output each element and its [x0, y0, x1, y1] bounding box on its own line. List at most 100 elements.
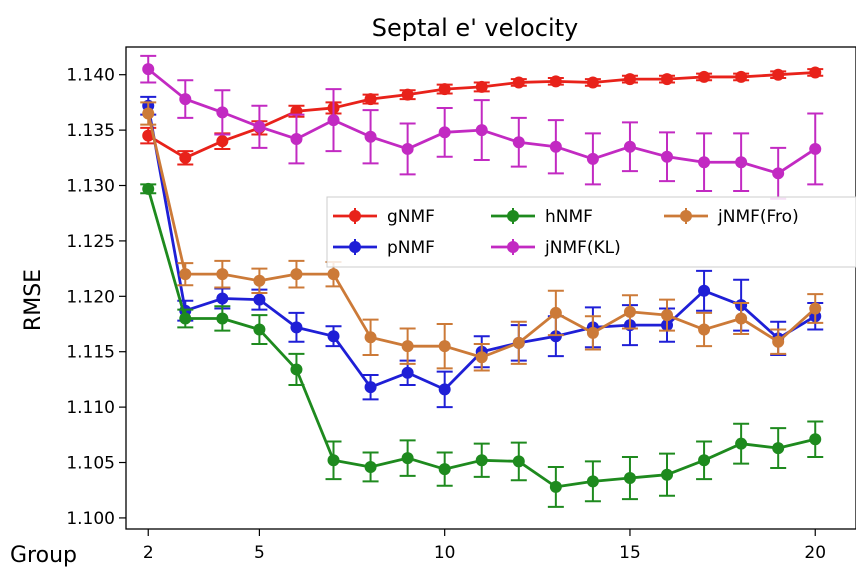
data-point [475, 351, 488, 364]
data-point [549, 306, 562, 319]
data-point [438, 463, 451, 476]
data-point [290, 321, 303, 334]
data-point [142, 182, 155, 195]
y-axis-title: RMSE [21, 269, 46, 331]
data-point [142, 107, 155, 120]
legend-swatch-marker [507, 241, 519, 253]
data-point [401, 142, 414, 155]
data-point [735, 437, 748, 450]
data-point [661, 73, 674, 86]
data-point [179, 93, 192, 106]
data-point [401, 366, 414, 379]
y-tick-label: 1.130 [66, 177, 115, 197]
data-point [438, 383, 451, 396]
data-point [512, 136, 525, 149]
data-point [253, 323, 266, 336]
data-point [401, 452, 414, 465]
data-point [586, 475, 599, 488]
data-point [698, 70, 711, 83]
data-point [809, 142, 822, 155]
data-point [290, 268, 303, 281]
data-point [772, 442, 785, 455]
data-point [586, 152, 599, 165]
data-point [549, 330, 562, 343]
y-tick-label: 1.115 [66, 343, 115, 363]
legend-entry: gNMF [333, 207, 435, 227]
series-jNMF(KL) [140, 54, 824, 200]
data-point [475, 80, 488, 93]
data-point [216, 135, 229, 148]
data-point [216, 312, 229, 325]
x-tick-label: 20 [804, 543, 826, 563]
data-point [216, 106, 229, 119]
data-point [809, 66, 822, 79]
y-tick-label: 1.105 [66, 454, 115, 474]
legend: gNMF hNMF jNMF(Fro) pNMF jNMF(KL) [326, 196, 856, 268]
x-tick-label: 2 [143, 543, 154, 563]
x-tick-label: 15 [619, 543, 641, 563]
data-point [327, 454, 340, 467]
legend-label: jNMF(KL) [544, 238, 621, 258]
y-tick-label: 1.110 [66, 398, 115, 418]
legend-box [326, 196, 856, 268]
data-point [586, 76, 599, 89]
data-point [364, 93, 377, 106]
x-tick-label: 5 [254, 543, 265, 563]
error-bars [140, 101, 824, 372]
data-point [401, 340, 414, 353]
data-point [253, 274, 266, 287]
x-tick-label: 10 [434, 543, 456, 563]
data-point [179, 312, 192, 325]
axis-ticks: 1.100 1.105 1.110 1.115 1.120 1.125 1.130 1.135… [66, 66, 826, 563]
data-point [586, 326, 599, 339]
data-point [698, 156, 711, 169]
legend-entry: hNMF [491, 207, 593, 227]
data-point [512, 76, 525, 89]
series-layer [140, 54, 824, 508]
data-point [327, 330, 340, 343]
data-point [623, 140, 636, 153]
chart-title: Septal e' velocity [372, 14, 578, 42]
data-point [661, 468, 674, 481]
legend-entry: jNMF(KL) [491, 238, 621, 258]
data-point [290, 363, 303, 376]
y-tick-label: 1.120 [66, 287, 115, 307]
legend-swatch-marker [680, 210, 692, 222]
data-point [327, 114, 340, 127]
data-point [438, 126, 451, 139]
legend-label: gNMF [387, 207, 435, 227]
data-point [364, 331, 377, 344]
y-tick-label: 1.140 [66, 66, 115, 86]
data-point [549, 480, 562, 493]
data-point [475, 124, 488, 137]
data-point [809, 433, 822, 446]
data-point [772, 68, 785, 81]
data-point [623, 73, 636, 86]
legend-swatch-marker [349, 210, 361, 222]
data-point [253, 120, 266, 133]
data-point [364, 381, 377, 394]
legend-entry: pNMF [333, 238, 435, 258]
data-point [809, 302, 822, 315]
data-point [475, 454, 488, 467]
data-point [549, 75, 562, 88]
data-point [512, 455, 525, 468]
y-tick-label: 1.125 [66, 232, 115, 252]
data-point [512, 336, 525, 349]
legend-label: pNMF [387, 238, 435, 258]
data-point [772, 335, 785, 348]
plot-area-border [125, 46, 856, 530]
y-tick-label: 1.100 [66, 509, 115, 529]
data-point [179, 151, 192, 164]
x-axis-title: Group [10, 543, 77, 568]
legend-label: jNMF(Fro) [717, 207, 799, 227]
data-point [401, 88, 414, 101]
data-point [623, 472, 636, 485]
data-point [661, 309, 674, 322]
data-point [364, 460, 377, 473]
series-jNMF(Fro) [140, 101, 824, 372]
legend-entry: jNMF(Fro) [664, 207, 799, 227]
data-point [698, 284, 711, 297]
data-point [772, 167, 785, 180]
legend-swatch-marker [507, 210, 519, 222]
